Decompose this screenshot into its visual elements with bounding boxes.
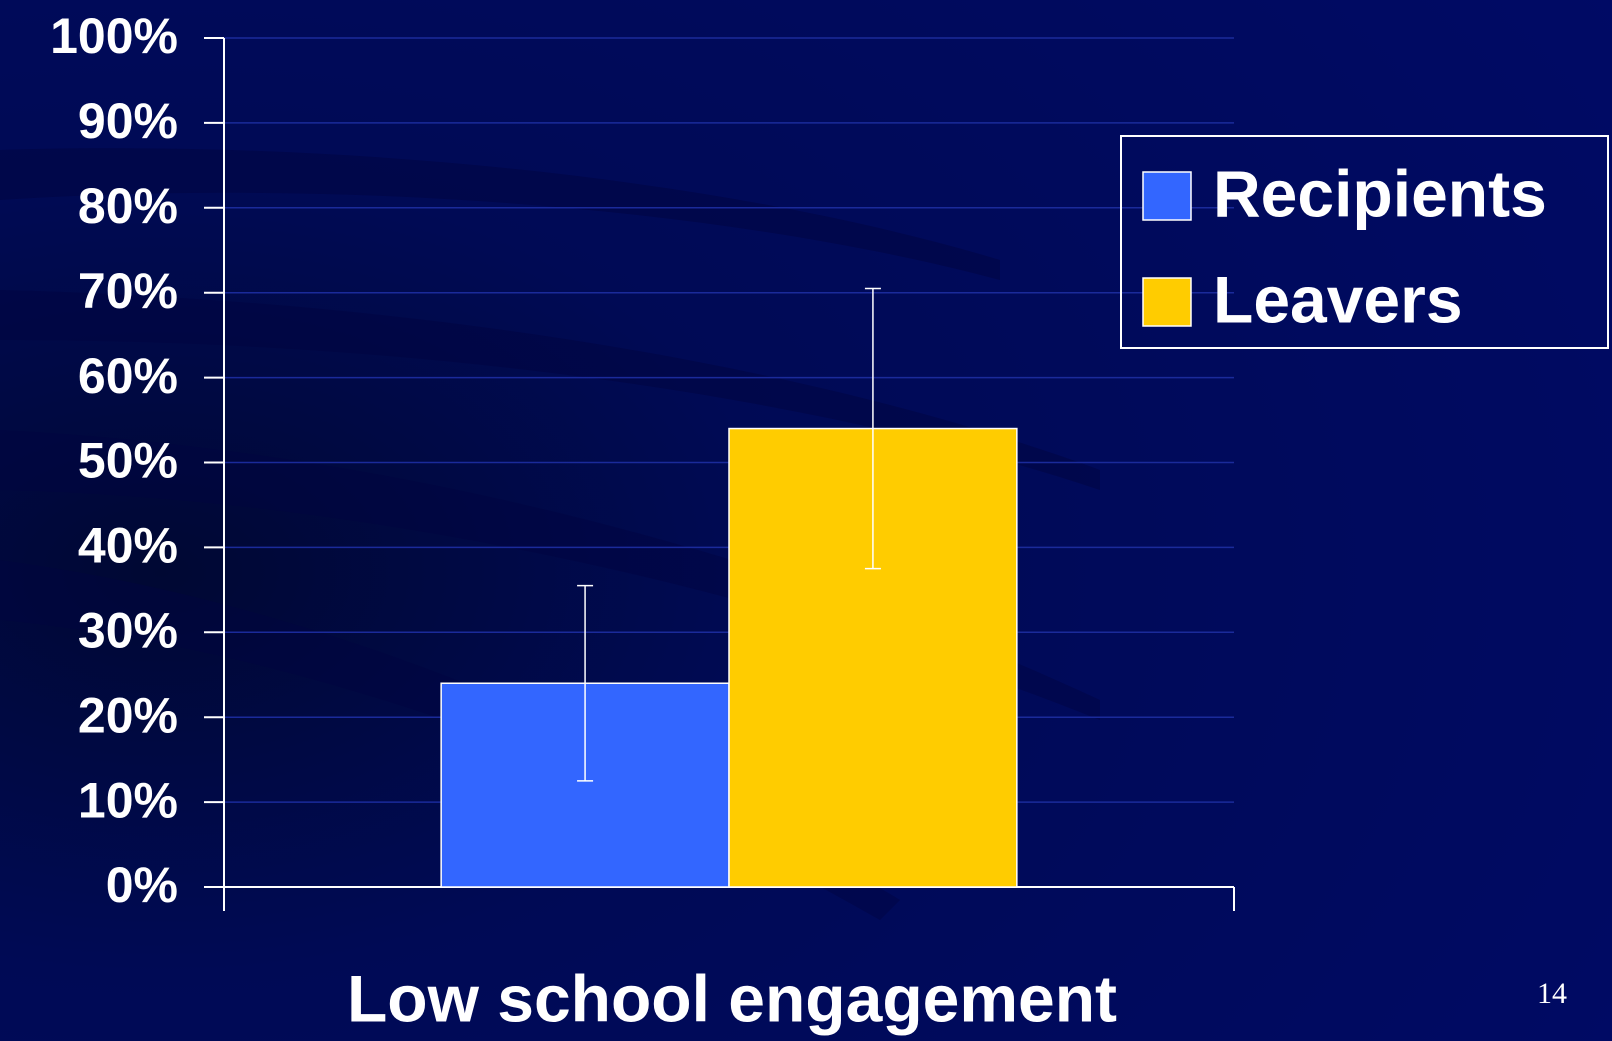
y-tick-label: 100% (50, 8, 178, 64)
y-tick-label: 50% (78, 433, 178, 489)
y-tick-label: 0% (106, 857, 178, 913)
y-tick-label: 90% (78, 93, 178, 149)
y-tick-label: 20% (78, 687, 178, 743)
legend: Recipients Leavers (1120, 135, 1609, 349)
plot: 0% 10% 20% 30% 40% 50% 60% 70% 80% 90% 100% Recipie… (50, 8, 1609, 913)
error-bar (864, 287, 881, 570)
y-tick-label: 80% (78, 178, 178, 234)
legend-swatch (1142, 171, 1192, 221)
y-tick-label: 30% (78, 603, 178, 659)
x-axis-label: Low school engagement (347, 961, 1117, 1035)
swoosh (0, 430, 1100, 720)
page-number: 14 (1537, 977, 1567, 1010)
y-tick-label: 10% (78, 772, 178, 828)
legend-swatch (1142, 277, 1192, 327)
y-tick-label: 70% (78, 263, 178, 319)
error-bar (577, 584, 594, 782)
swoosh (0, 290, 1100, 490)
legend-box (1120, 135, 1609, 349)
legend-label: Leavers (1213, 262, 1463, 336)
y-tick-label: 40% (78, 518, 178, 574)
legend-label: Recipients (1213, 156, 1547, 230)
swoosh (0, 148, 1000, 280)
y-tick-label: 60% (78, 348, 178, 404)
